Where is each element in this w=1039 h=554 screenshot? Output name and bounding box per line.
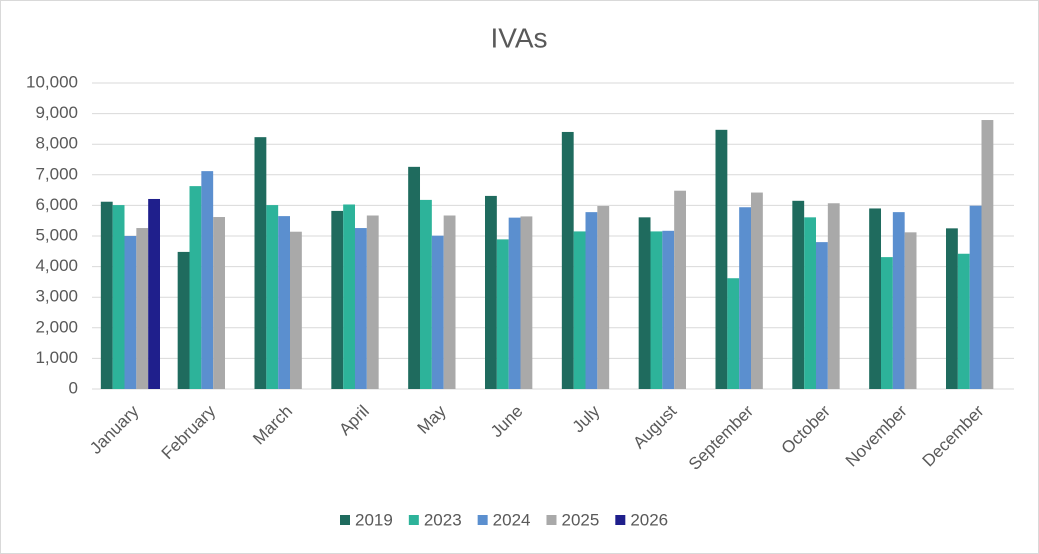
bar xyxy=(816,242,828,389)
bar xyxy=(124,236,137,389)
bar xyxy=(431,235,444,389)
y-tick-label: 3,000 xyxy=(35,287,78,306)
legend-label: 2019 xyxy=(355,510,393,529)
bar xyxy=(715,129,728,389)
bar xyxy=(420,199,432,389)
bar xyxy=(904,232,917,389)
legend-swatch xyxy=(615,515,626,525)
bar xyxy=(213,217,225,389)
bar xyxy=(254,137,267,389)
bar xyxy=(638,217,651,389)
y-tick-label: 7,000 xyxy=(35,164,78,183)
legend-label: 2023 xyxy=(424,510,462,529)
y-tick-label: 4,000 xyxy=(35,256,78,275)
bar xyxy=(792,200,805,389)
bar xyxy=(881,257,893,389)
bar xyxy=(112,205,125,389)
bar xyxy=(739,207,751,389)
bar xyxy=(508,217,521,389)
bar xyxy=(804,217,817,389)
bar xyxy=(189,186,202,389)
bar xyxy=(727,278,740,389)
bar xyxy=(969,205,982,389)
bar xyxy=(674,190,686,389)
bar xyxy=(573,231,586,389)
bar xyxy=(443,215,456,389)
bar xyxy=(496,239,509,389)
bar xyxy=(869,208,882,389)
bar xyxy=(957,253,970,389)
y-tick-label: 8,000 xyxy=(35,134,78,153)
bar xyxy=(650,231,663,389)
y-tick-label: 1,000 xyxy=(35,348,78,367)
bar xyxy=(331,210,344,389)
y-tick-label: 5,000 xyxy=(35,225,78,244)
bar xyxy=(100,201,113,389)
bar xyxy=(408,166,421,389)
legend-swatch xyxy=(546,515,557,525)
bar xyxy=(366,215,379,389)
bar xyxy=(662,230,675,389)
bar xyxy=(946,228,958,389)
bar xyxy=(289,231,302,389)
y-tick-label: 9,000 xyxy=(35,103,78,122)
y-tick-label: 0 xyxy=(69,378,78,397)
bar xyxy=(343,204,356,389)
bar xyxy=(148,198,160,389)
bar xyxy=(597,206,610,389)
y-tick-label: 2,000 xyxy=(35,317,78,336)
bar xyxy=(266,205,279,389)
legend-swatch xyxy=(340,515,350,525)
bar xyxy=(750,192,763,389)
y-tick-label: 10,000 xyxy=(26,72,78,91)
bar xyxy=(520,216,533,389)
y-tick-label: 6,000 xyxy=(35,195,78,214)
legend-label: 2026 xyxy=(630,510,668,529)
bar xyxy=(981,120,994,389)
chart-title: IVAs xyxy=(490,22,547,53)
bar xyxy=(278,216,290,389)
legend-swatch xyxy=(477,515,488,525)
legend-swatch xyxy=(408,515,419,525)
bar xyxy=(585,212,598,389)
legend-label: 2025 xyxy=(561,510,599,529)
bar xyxy=(892,212,905,389)
bar xyxy=(177,251,190,389)
bar xyxy=(136,228,149,389)
bar xyxy=(561,131,574,389)
bar xyxy=(201,171,214,389)
bar xyxy=(355,228,367,389)
bar xyxy=(827,203,840,389)
legend-label: 2024 xyxy=(493,510,531,529)
bar xyxy=(485,195,497,389)
